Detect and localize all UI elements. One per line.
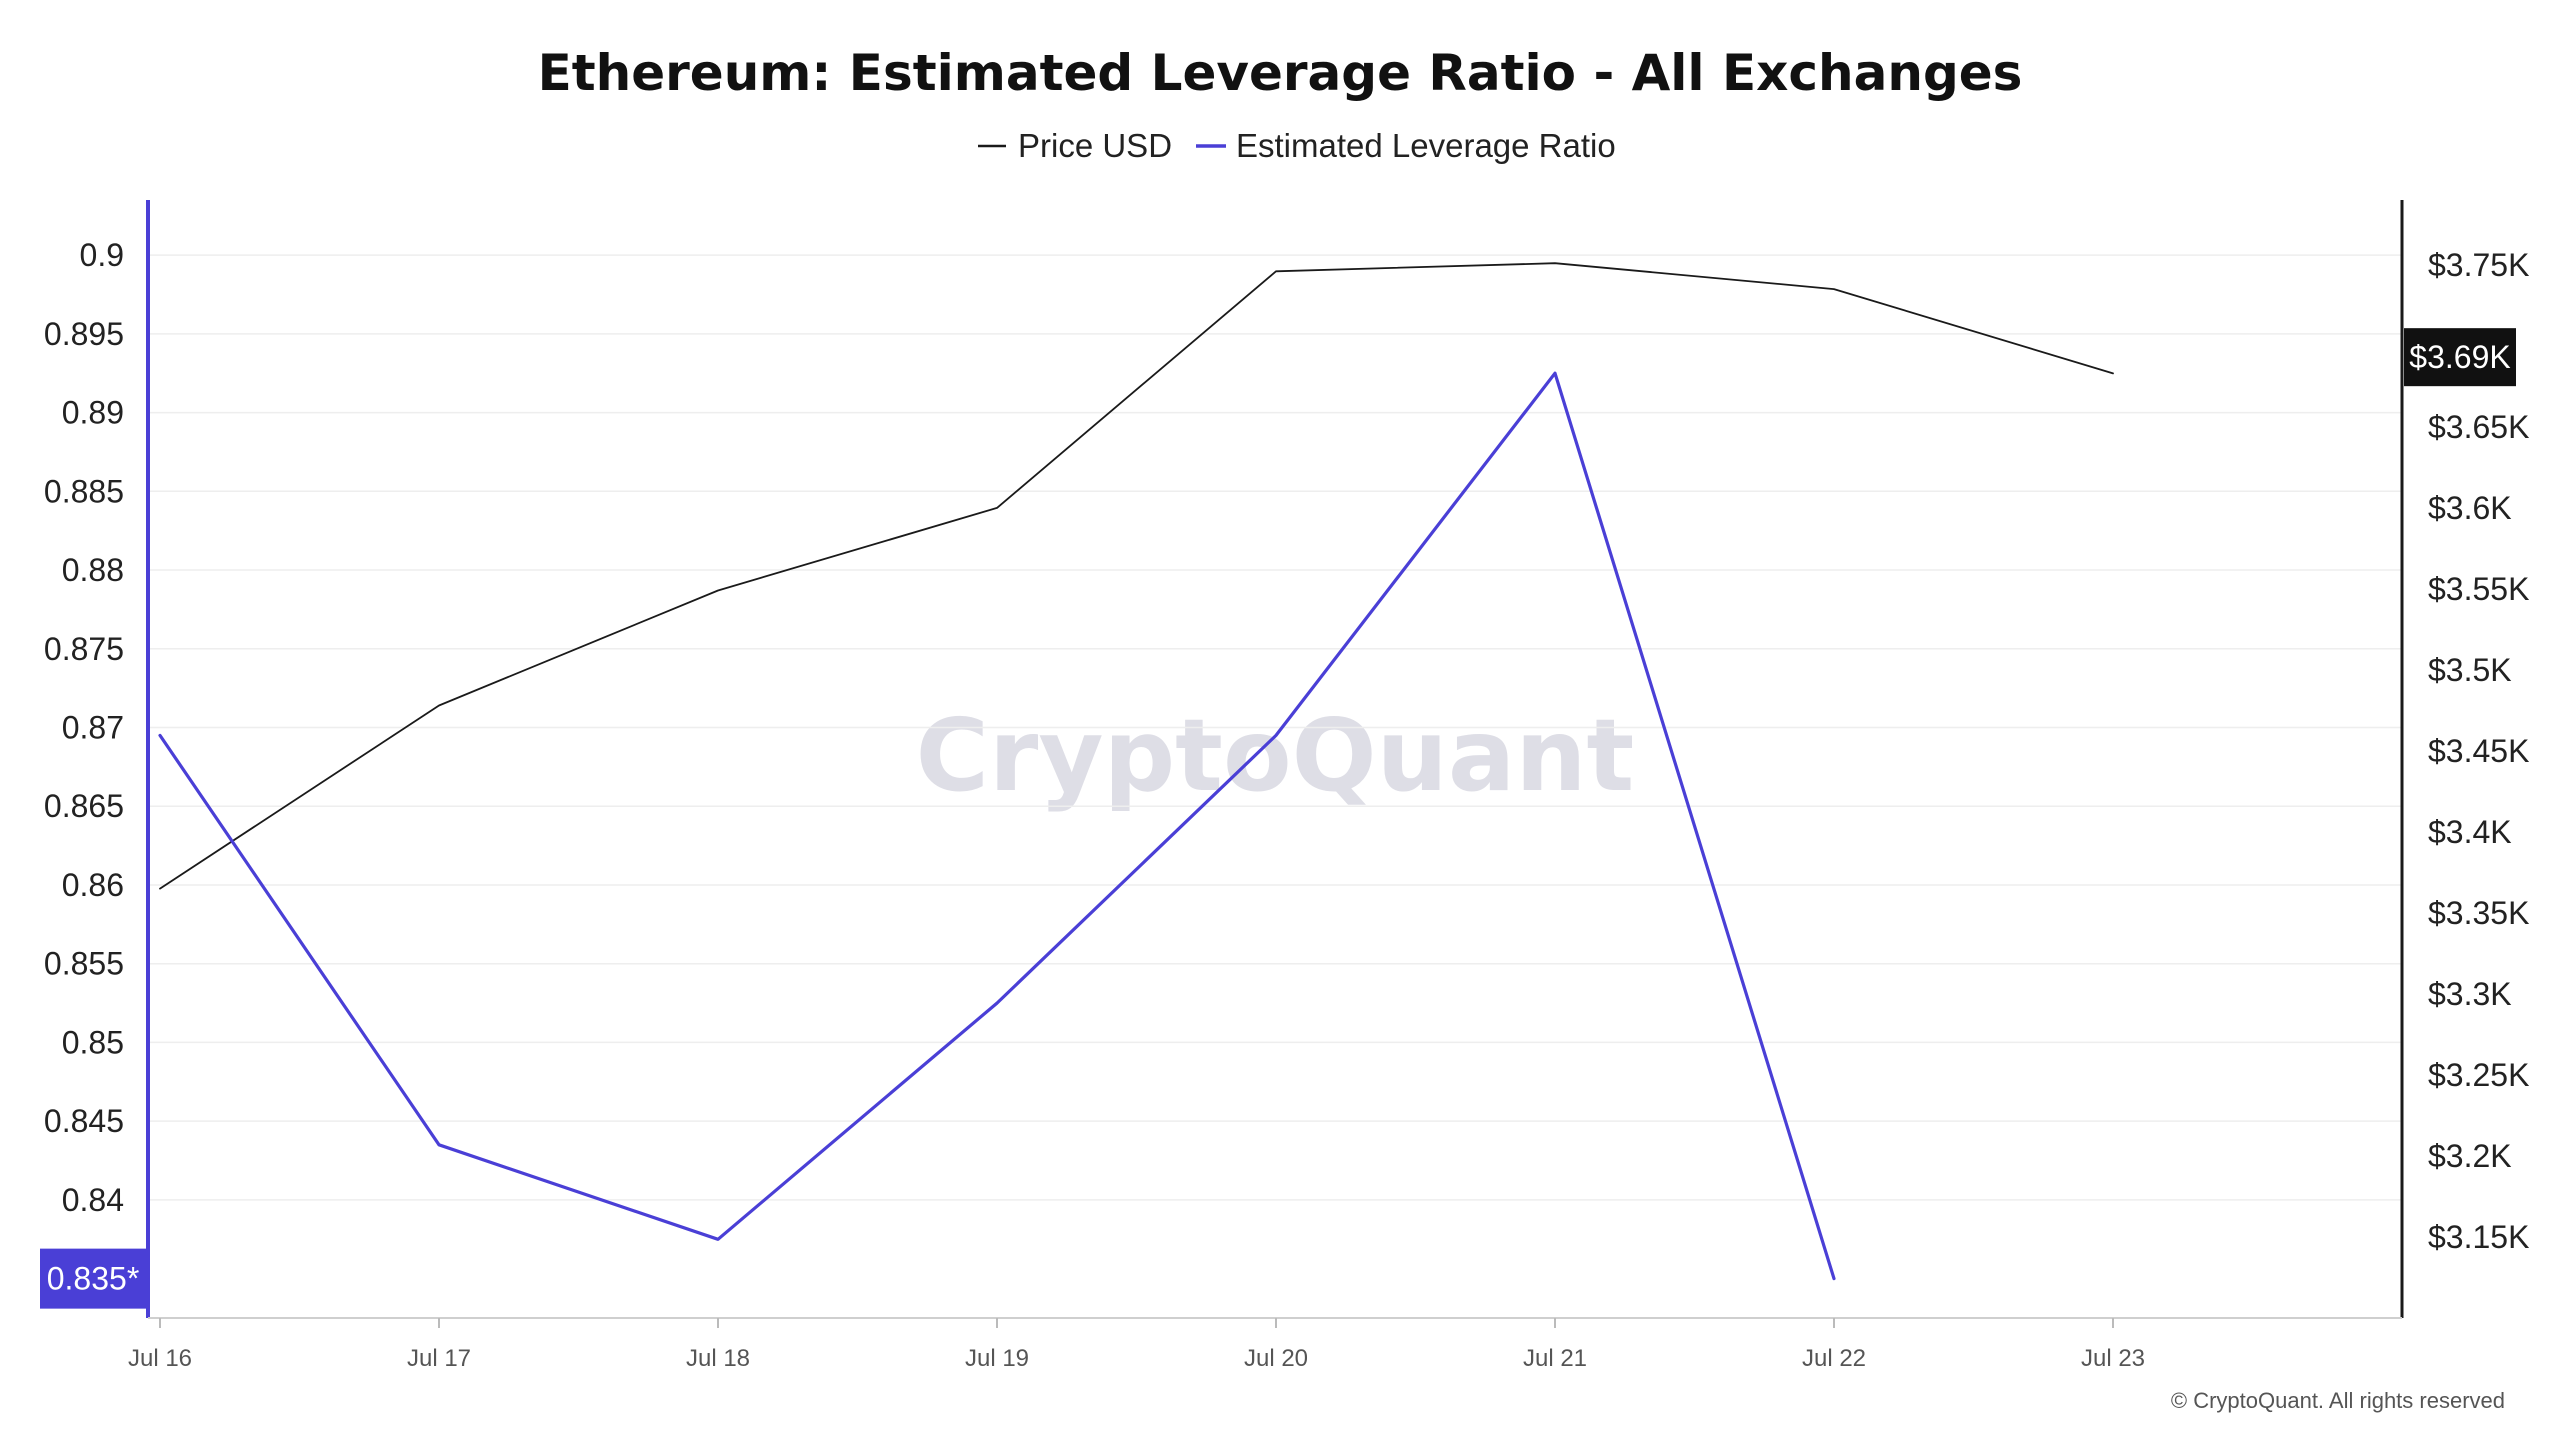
legend: Price USD Estimated Leverage Ratio xyxy=(978,127,1616,164)
right-axis-ticks: $3.75K $3.65K $3.6K $3.55K $3.5K $3.45K $3.4K $… xyxy=(2428,247,2529,1255)
leverage-ratio-line xyxy=(158,371,1836,1281)
left-current-badge-bg xyxy=(40,1248,146,1309)
y-left-tick-label: 0.855 xyxy=(44,946,124,982)
y-right-tick-label: $3.45K xyxy=(2428,733,2529,769)
chart-title: Ethereum: Estimated Leverage Ratio - All… xyxy=(538,44,2023,102)
y-left-tick-label: 0.885 xyxy=(44,473,124,509)
series xyxy=(158,262,2114,1281)
y-left-tick-label: 0.875 xyxy=(44,631,124,667)
y-right-tick-label: $3.35K xyxy=(2428,895,2529,931)
y-left-tick-label: 0.84 xyxy=(62,1182,124,1218)
y-left-tick-label: 0.85 xyxy=(62,1024,124,1060)
y-right-tick-label: $3.5K xyxy=(2428,652,2512,688)
x-tick-label: Jul 18 xyxy=(686,1345,750,1372)
y-right-tick-label: $3.75K xyxy=(2428,247,2529,283)
y-left-tick-label: 0.865 xyxy=(44,788,124,824)
watermark: CryptoQuant xyxy=(916,697,1635,814)
grid xyxy=(148,254,2402,1201)
y-left-tick-label: 0.845 xyxy=(44,1103,124,1139)
y-right-tick-label: $3.4K xyxy=(2428,814,2512,850)
x-tick-label: Jul 19 xyxy=(965,1345,1029,1372)
legend-label-leverage[interactable]: Estimated Leverage Ratio xyxy=(1236,127,1616,164)
y-right-tick-label: $3.55K xyxy=(2428,571,2529,607)
y-left-tick-label: 0.89 xyxy=(62,395,124,431)
y-right-tick-label: $3.2K xyxy=(2428,1138,2512,1174)
x-axis-ticks: Jul 16 Jul 17 Jul 18 Jul 19 Jul 20 Jul 21 Jul … xyxy=(128,1318,2145,1372)
right-current-badge: $3.69K xyxy=(2404,328,2516,387)
y-right-tick-label: $3.15K xyxy=(2428,1219,2529,1255)
copyright: © CryptoQuant. All rights reserved xyxy=(2171,1388,2505,1413)
y-left-tick-label: 0.895 xyxy=(44,316,124,352)
legend-label-price[interactable]: Price USD xyxy=(1018,127,1172,164)
right-current-badge-bg xyxy=(2404,328,2516,387)
left-current-badge: 0.835* xyxy=(40,1248,146,1309)
y-left-tick-label: 0.9 xyxy=(80,237,124,273)
price-usd-line xyxy=(159,262,2114,890)
left-axis-ticks: 0.9 0.895 0.89 0.885 0.88 0.875 0.87 0.865 0.86 0… xyxy=(44,237,124,1218)
y-left-tick-label: 0.86 xyxy=(62,867,124,903)
left-current-value: 0.835* xyxy=(47,1261,140,1297)
y-right-tick-label: $3.6K xyxy=(2428,490,2512,526)
y-right-tick-label: $3.65K xyxy=(2428,409,2529,445)
y-right-tick-label: $3.25K xyxy=(2428,1057,2529,1093)
y-left-tick-label: 0.88 xyxy=(62,552,124,588)
right-current-value: $3.69K xyxy=(2409,339,2510,375)
x-tick-label: Jul 17 xyxy=(407,1345,471,1372)
y-right-tick-label: $3.3K xyxy=(2428,976,2512,1012)
x-tick-label: Jul 16 xyxy=(128,1345,192,1372)
x-tick-label: Jul 22 xyxy=(1802,1345,1866,1372)
x-tick-label: Jul 23 xyxy=(2081,1345,2145,1372)
x-tick-label: Jul 20 xyxy=(1244,1345,1308,1372)
x-tick-label: Jul 21 xyxy=(1523,1345,1587,1372)
y-left-tick-label: 0.87 xyxy=(62,710,124,746)
